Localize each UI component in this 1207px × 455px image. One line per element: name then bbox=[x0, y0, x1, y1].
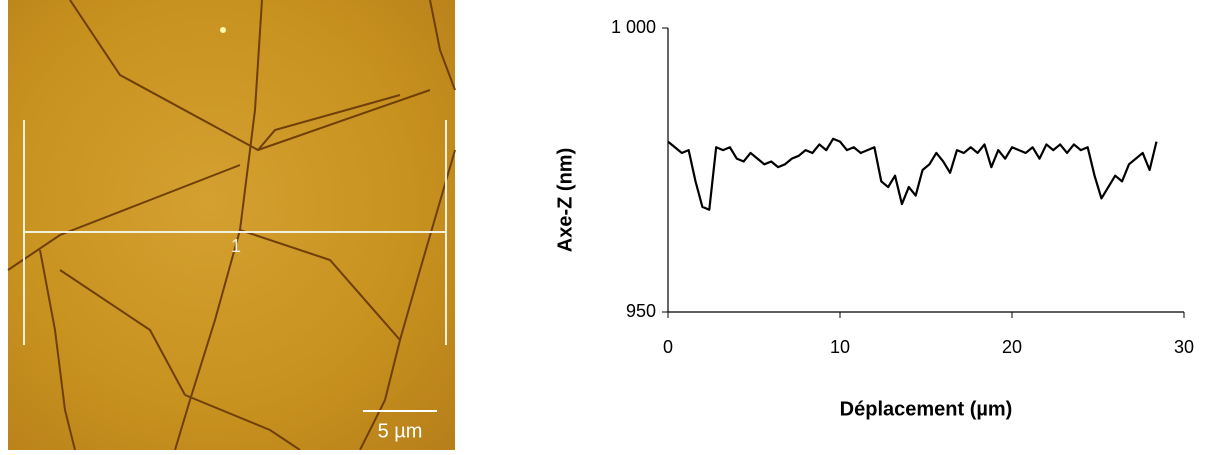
scale-bar-label: 5 µm bbox=[378, 420, 423, 442]
chart: Déplacement (µm) Axe-Z (nm) 950 1 000 0 10 2… bbox=[554, 17, 1194, 421]
afm-image: 1 5 µm bbox=[7, 0, 456, 451]
profile-label: 1 bbox=[231, 236, 241, 256]
x-tick-label: 30 bbox=[1174, 337, 1194, 357]
bright-spot bbox=[220, 27, 226, 33]
afm-background bbox=[8, 0, 455, 450]
y-tick-label: 1 000 bbox=[611, 17, 656, 37]
y-tick-label: 950 bbox=[626, 301, 656, 321]
x-tick-label: 0 bbox=[663, 337, 673, 357]
x-tick-label: 20 bbox=[1002, 337, 1022, 357]
x-axis-title: Déplacement (µm) bbox=[840, 398, 1013, 420]
data-line bbox=[667, 137, 1158, 211]
x-tick-label: 10 bbox=[830, 337, 850, 357]
profile-line bbox=[23, 120, 447, 345]
cracks bbox=[7, 0, 456, 451]
y-axis-title: Axe-Z (nm) bbox=[554, 148, 576, 252]
